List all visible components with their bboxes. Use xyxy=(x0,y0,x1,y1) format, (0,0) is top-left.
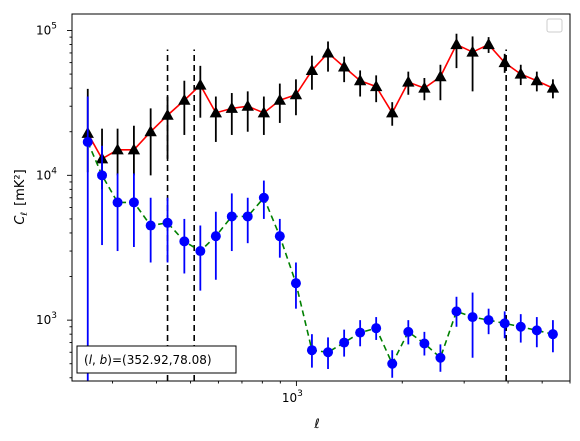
legend-box xyxy=(546,18,563,33)
y-axis-title-symbol: C xyxy=(13,215,28,225)
legend-frame xyxy=(546,18,563,33)
triangle-series-point xyxy=(305,63,319,75)
circle-series-point xyxy=(274,231,285,242)
circle-series-point xyxy=(290,278,301,289)
circle-series-point xyxy=(210,231,221,242)
circle-series-point xyxy=(387,358,398,369)
circle-series-point xyxy=(162,217,173,228)
circle-series-point xyxy=(499,318,510,329)
triangle-series-point xyxy=(434,70,447,82)
circle-series-point xyxy=(323,347,334,358)
circle-series-point xyxy=(242,211,253,222)
annotation-text: (l, b)=(352.92,78.08) xyxy=(84,353,212,367)
y-tick-label-base: 10 xyxy=(36,24,51,38)
plot-content xyxy=(81,33,560,381)
y-tick-label: 103 xyxy=(36,311,57,327)
circle-series-point xyxy=(195,246,206,257)
circle-series-point xyxy=(419,338,430,349)
triangle-series-point xyxy=(127,143,141,155)
triangle-series-point xyxy=(337,60,351,72)
y-tick-label: 105 xyxy=(36,22,57,38)
circle-series-point xyxy=(403,326,414,337)
annotation-b-symbol: b xyxy=(100,353,108,367)
circle-series-point xyxy=(371,323,382,334)
y-tick-label-exponent: 5 xyxy=(51,22,57,32)
y-axis-title-subscript: ℓ xyxy=(20,212,30,217)
circle-series-point xyxy=(258,192,269,203)
y-tick-label: 104 xyxy=(36,166,57,182)
x-tick-label: 103 xyxy=(282,389,303,405)
triangle-series-point xyxy=(450,38,463,50)
x-tick-label-base: 10 xyxy=(282,391,297,405)
circle-series xyxy=(82,96,558,381)
circle-series-point xyxy=(339,337,350,348)
circle-series-point xyxy=(515,321,526,332)
circle-series-point xyxy=(467,312,478,323)
circle-series-point xyxy=(531,325,542,336)
triangle-series-point xyxy=(482,38,495,50)
triangle-series-point xyxy=(273,93,286,105)
circle-series-point xyxy=(547,329,558,340)
triangle-series-point xyxy=(466,45,479,57)
annotation-box: (l, b)=(352.92,78.08) xyxy=(76,345,237,374)
triangle-series-point xyxy=(178,93,191,105)
x-tick-label-exponent: 3 xyxy=(297,389,303,399)
triangle-series-point xyxy=(241,99,254,111)
plot-area xyxy=(81,33,560,381)
y-tick-label-exponent: 3 xyxy=(51,311,57,321)
triangle-series-point xyxy=(194,78,207,90)
annotation-comma: , xyxy=(92,353,100,367)
triangle-series-point xyxy=(111,143,124,155)
circle-series-point xyxy=(179,236,190,247)
triangle-series-point xyxy=(161,108,174,120)
triangle-series-point xyxy=(369,80,383,92)
triangle-series-point xyxy=(402,75,415,87)
triangle-series-point xyxy=(386,106,399,118)
y-tick-label-base: 10 xyxy=(36,313,51,327)
circle-series-point xyxy=(306,345,317,356)
circle-series-point xyxy=(483,315,494,326)
triangle-series-point xyxy=(257,106,271,118)
triangle-series-point xyxy=(353,74,367,86)
annotation-frame xyxy=(76,345,237,374)
x-axis-title: ℓ xyxy=(313,417,319,432)
triangle-series-point xyxy=(321,46,335,58)
triangle-series-point xyxy=(514,67,527,79)
circle-series-point xyxy=(128,197,139,208)
triangle-series-point xyxy=(225,101,238,113)
circle-series-point xyxy=(435,352,446,363)
triangle-series-point xyxy=(530,74,543,86)
circle-series-point xyxy=(145,220,156,231)
triangle-series-point xyxy=(289,88,303,100)
circle-series-point xyxy=(112,197,123,208)
annotation-coordinates: )=(352.92,78.08) xyxy=(107,353,211,367)
circle-series-point xyxy=(97,170,108,181)
circle-series-point xyxy=(82,136,93,147)
annotation-prefix: ( xyxy=(84,353,89,367)
triangle-series-point xyxy=(144,125,157,137)
y-tick-label-base: 10 xyxy=(36,168,51,182)
circle-series-point xyxy=(451,306,462,317)
annotation-l-symbol: l xyxy=(89,353,93,367)
triangle-series-point xyxy=(546,81,560,93)
y-axis-title-unit: [mK²] xyxy=(13,169,28,206)
circle-series-point xyxy=(355,327,366,338)
circle-series-point xyxy=(226,211,237,222)
y-axis-title: Cℓ [mK²] xyxy=(13,169,30,224)
y-tick-label-exponent: 4 xyxy=(51,166,57,176)
triangle-series-point xyxy=(498,56,511,68)
triangle-series-point xyxy=(418,81,431,93)
triangle-series-point xyxy=(209,106,223,118)
